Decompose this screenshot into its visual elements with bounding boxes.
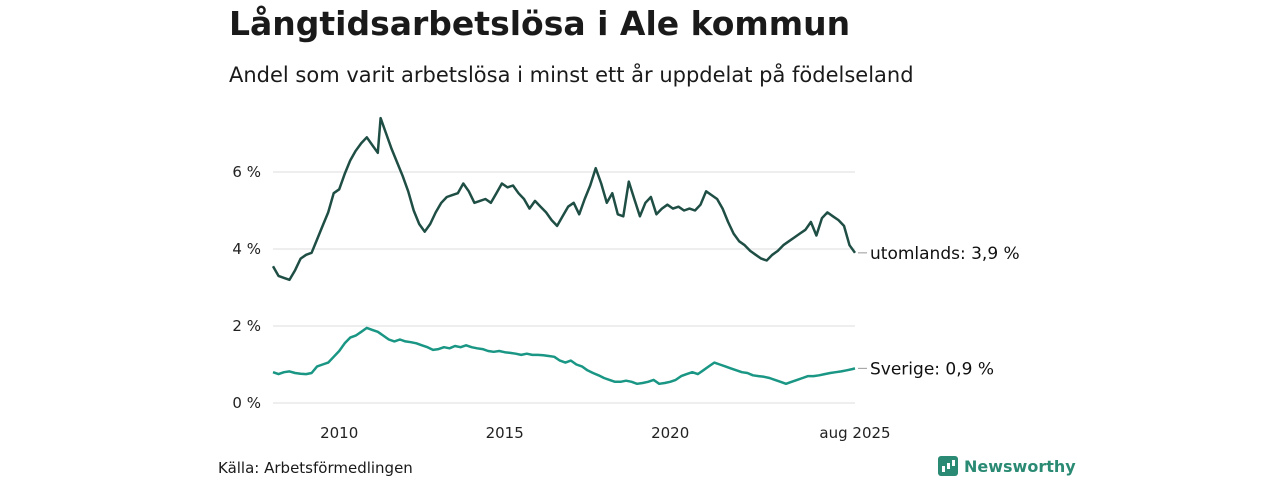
x-tick-label: 2020 (651, 424, 689, 442)
y-tick-label: 2 % (232, 317, 261, 335)
source-note: Källa: Arbetsförmedlingen (218, 459, 413, 477)
y-tick-label: 4 % (232, 240, 261, 258)
chart-subtitle: Andel som varit arbetslösa i minst ett å… (229, 63, 914, 87)
chart-logo-icon (938, 456, 958, 476)
series-end-label: utomlands: 3,9 % (870, 244, 1020, 264)
y-tick-label: 0 % (232, 394, 261, 412)
y-tick-label: 6 % (232, 163, 261, 181)
chart-title: Långtidsarbetslösa i Ale kommun (229, 4, 851, 43)
brand-logo: Newsworthy (938, 456, 1076, 476)
x-tick-label: 2010 (320, 424, 358, 442)
series-line-sverige (272, 326, 856, 386)
x-tick-label: 2015 (486, 424, 524, 442)
series-line-utomlands (271, 116, 857, 282)
series-end-label: Sverige: 0,9 % (870, 359, 994, 379)
x-tick-label: aug 2025 (819, 424, 890, 442)
brand-name: Newsworthy (964, 456, 1076, 476)
